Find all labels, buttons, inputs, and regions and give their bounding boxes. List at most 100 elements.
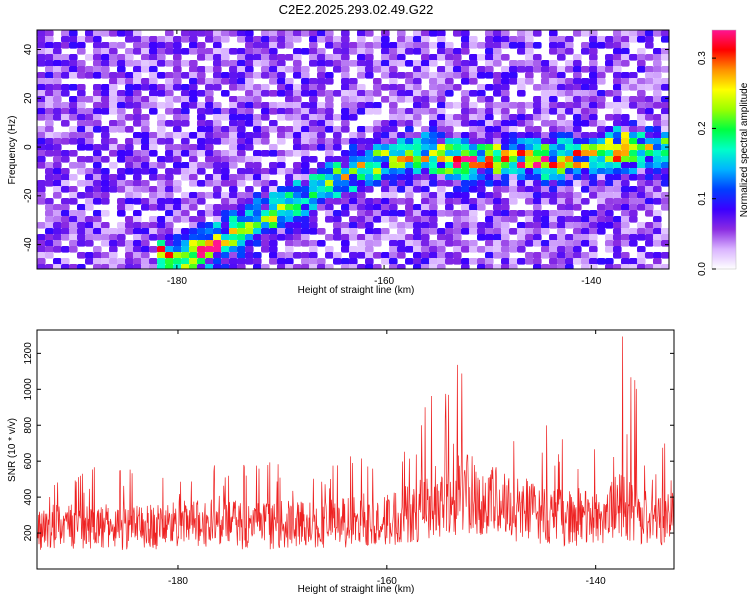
spectrogram-cell xyxy=(181,168,190,175)
spectrogram-y-axis-label: Frequency (Hz) xyxy=(7,116,18,185)
spectrogram-cell xyxy=(461,150,470,157)
spectrogram-cell xyxy=(349,264,358,269)
spectrogram-cell xyxy=(613,204,622,211)
spectrogram-cell xyxy=(381,204,390,211)
spectrogram-cell xyxy=(661,78,669,85)
spectrogram-cell xyxy=(93,252,102,259)
spectrogram-cell xyxy=(637,102,646,109)
spectrogram-cell xyxy=(589,192,598,199)
spectrogram-cell xyxy=(269,216,278,223)
spectrogram-cell xyxy=(629,30,638,37)
spectrogram-cell xyxy=(605,114,614,121)
spectrogram-cell xyxy=(61,138,70,145)
spectrogram-cell xyxy=(45,30,54,37)
spectrogram-cell xyxy=(597,198,606,205)
spectrogram-cell xyxy=(181,198,190,205)
spectrogram-cell xyxy=(277,192,286,199)
spectrogram-cell xyxy=(453,162,462,169)
spectrogram-cell xyxy=(565,168,574,175)
spectrogram-cell xyxy=(197,90,206,97)
spectrogram-cell xyxy=(613,198,622,205)
spectrogram-cell xyxy=(125,198,134,205)
spectrogram-cell xyxy=(501,264,510,269)
spectrogram-cell xyxy=(301,174,310,181)
spectrogram-cell xyxy=(237,198,246,205)
spectrogram-cell xyxy=(397,72,406,79)
spectrogram-cell xyxy=(349,114,358,121)
spectrogram-cell xyxy=(189,72,198,79)
spectrogram-cell xyxy=(85,258,94,265)
spectrogram-cell xyxy=(301,228,310,235)
spectrogram-cell xyxy=(453,222,462,229)
spectrogram-cell xyxy=(373,84,382,91)
spectrogram-cell xyxy=(485,96,494,103)
spectrogram-cell xyxy=(197,30,206,37)
spectrogram-cell xyxy=(253,258,262,265)
spectrogram-cell xyxy=(581,234,590,241)
spectrogram-cell xyxy=(557,192,566,199)
spectrogram-cell xyxy=(133,48,142,55)
spectrogram-cell xyxy=(389,168,398,175)
spectrogram-cell xyxy=(133,36,142,43)
spectrogram-cell xyxy=(613,144,622,151)
spectrogram-cell xyxy=(133,156,142,163)
spectrogram-cell xyxy=(589,180,598,187)
spectrogram-cell xyxy=(149,96,158,103)
spectrogram-cell xyxy=(277,72,286,79)
spectrogram-cell xyxy=(549,264,558,269)
spectrogram-cell xyxy=(341,168,350,175)
spectrogram-cell xyxy=(117,150,126,157)
spectrogram-cell xyxy=(141,66,150,73)
spectrogram-cell xyxy=(437,108,446,115)
spectrogram-cell xyxy=(477,186,486,193)
spectrogram-cell xyxy=(501,216,510,223)
spectrogram-cell xyxy=(637,144,646,151)
spectrogram-cell xyxy=(149,246,158,253)
spectrogram-cell xyxy=(253,168,262,175)
spectrogram-cell xyxy=(93,36,102,43)
spectrogram-cell xyxy=(293,144,302,151)
spectrogram-cell xyxy=(189,192,198,199)
spectrogram-cell xyxy=(421,102,430,109)
spectrogram-cell xyxy=(501,138,510,145)
spectrogram-cell xyxy=(117,66,126,73)
spectrogram-cell xyxy=(453,252,462,259)
spectrogram-cell xyxy=(509,144,518,151)
spectrogram-cell xyxy=(365,264,374,269)
spectrogram-cell xyxy=(197,252,206,259)
spectrogram-cell xyxy=(405,216,414,223)
spectrogram-cell xyxy=(317,198,326,205)
spectrogram-cell xyxy=(525,78,534,85)
spectrogram-cell xyxy=(461,60,470,67)
spectrogram-cell xyxy=(421,234,430,241)
spectrogram-cell xyxy=(117,108,126,115)
spectrogram-cell xyxy=(157,84,166,91)
spectrogram-cell xyxy=(661,132,669,139)
spectrogram-cell xyxy=(445,132,454,139)
spectrogram-cell xyxy=(637,258,646,265)
spectrogram-cell xyxy=(245,240,254,247)
spectrogram-cell xyxy=(61,102,70,109)
spectrogram-cell xyxy=(565,258,574,265)
spectrogram-cell xyxy=(501,186,510,193)
spectrogram-cell xyxy=(493,264,502,269)
spectrogram-cell xyxy=(45,108,54,115)
spectrogram-cell xyxy=(77,240,86,247)
spectrogram-cell xyxy=(325,210,334,217)
spectrogram-cell xyxy=(213,180,222,187)
spectrogram-cell xyxy=(61,150,70,157)
snr-frame xyxy=(36,329,675,570)
spectrogram-cell xyxy=(605,198,614,205)
spectrogram-cell xyxy=(645,84,654,91)
spectrogram-cell xyxy=(317,264,326,269)
spectrogram-cell xyxy=(253,156,262,163)
spectrogram-cell xyxy=(165,84,174,91)
spectrogram-cell xyxy=(557,54,566,61)
spectrogram-cell xyxy=(261,132,270,139)
spectrogram-cell xyxy=(533,60,542,67)
spectrogram-cell xyxy=(525,162,534,169)
spectrogram-cell xyxy=(349,174,358,181)
spectrogram-cell xyxy=(413,168,422,175)
spectrogram-cell xyxy=(341,264,350,269)
spectrogram-cell xyxy=(301,180,310,187)
